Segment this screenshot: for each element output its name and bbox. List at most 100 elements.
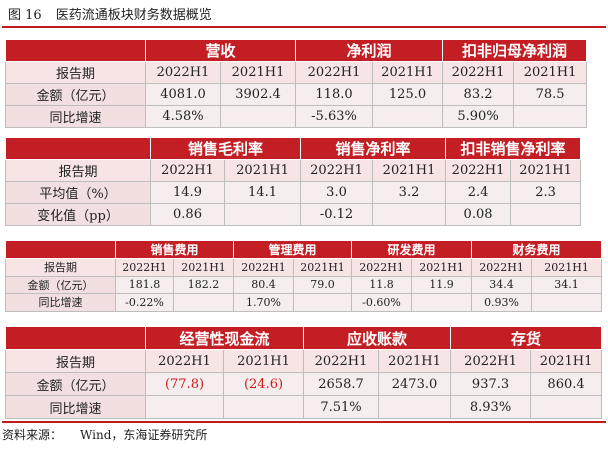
figure-number: 图 16 <box>8 8 42 23</box>
value-cell: 4.58% <box>145 105 221 128</box>
value-cell: 34.4 <box>471 275 533 294</box>
value-cell <box>378 395 452 419</box>
value-cell: 2473.0 <box>378 372 452 396</box>
value-cell: 1.70% <box>233 293 295 312</box>
table-row: 同比增速 7.51% 8.93% <box>5 395 603 419</box>
period-cell: 2021H1 <box>223 159 302 182</box>
period-cell: 2022H1 <box>450 349 532 373</box>
margin-table: 销售毛利率 销售净利率 扣非销售净利率 报告期 2022H1 2021H1 20… <box>5 137 582 226</box>
cashflow-table: 经营性现金流 应收账款 存货 报告期 2022H1 2021H1 2022H1 … <box>5 326 603 419</box>
value-cell: 83.2 <box>442 83 515 106</box>
value-cell: 8.93% <box>450 395 532 419</box>
value-cell: 0.86 <box>150 203 225 226</box>
corner-cell <box>5 240 116 259</box>
value-cell: 14.9 <box>150 181 225 204</box>
value-cell: 118.0 <box>295 83 374 106</box>
value-cell <box>372 105 444 128</box>
period-label: 报告期 <box>5 159 151 182</box>
group-header: 扣非销售净利率 <box>445 137 582 160</box>
corner-cell <box>5 39 146 62</box>
period-cell: 2022H1 <box>300 159 374 182</box>
value-cell: 79.0 <box>293 275 353 294</box>
table-row: 同比增速 4.58% -5.63% 5.90% <box>5 105 588 128</box>
figure-title: 医药流通板块财务数据概览 <box>55 8 212 23</box>
group-header: 营收 <box>144 39 297 62</box>
value-cell <box>145 395 224 419</box>
value-cell <box>219 105 297 128</box>
value-cell: 4081.0 <box>145 83 221 106</box>
period-cell: 2022H1 <box>442 61 515 84</box>
source-value: Wind，东海证券研究所 <box>80 428 208 442</box>
figure-caption: 图 16 医药流通板块财务数据概览 <box>2 4 606 28</box>
group-header: 销售净利率 <box>300 137 447 160</box>
group-header: 销售毛利率 <box>149 137 302 160</box>
value-cell: 34.1 <box>531 275 603 294</box>
value-cell: 182.2 <box>172 275 235 294</box>
value-cell <box>223 203 302 226</box>
group-header: 应收账款 <box>303 326 452 350</box>
value-cell <box>293 293 353 312</box>
value-cell <box>510 203 582 226</box>
value-cell: 0.93% <box>471 293 533 312</box>
period-cell: 2021H1 <box>372 159 447 182</box>
table-row: 金额（亿元） 4081.0 3902.4 118.0 125.0 83.2 78… <box>5 83 588 106</box>
value-cell: 125.0 <box>372 83 444 106</box>
table-row: 同比增速 -0.22% 1.70% -0.60% 0.93% <box>5 293 603 312</box>
row-label: 金额（亿元） <box>5 83 146 106</box>
value-cell <box>530 395 603 419</box>
table-row: 平均值（%） 14.9 14.1 3.0 3.2 2.4 2.3 <box>5 181 582 204</box>
period-label: 报告期 <box>5 258 116 277</box>
value-cell <box>372 203 447 226</box>
value-cell: 11.9 <box>411 275 473 294</box>
value-cell: 7.51% <box>303 395 380 419</box>
value-cell: 80.4 <box>233 275 295 294</box>
table-row: 变化值（pp） 0.86 -0.12 0.08 <box>5 203 582 226</box>
period-cell: 2021H1 <box>378 349 452 373</box>
negative-value-cell: (24.6) <box>222 372 305 396</box>
period-cell: 2022H1 <box>145 61 221 84</box>
period-cell: 2022H1 <box>115 258 174 277</box>
value-cell <box>531 293 603 312</box>
period-cell: 2021H1 <box>531 258 603 277</box>
value-cell: 5.90% <box>442 105 515 128</box>
period-cell: 2021H1 <box>172 258 235 277</box>
value-cell: 181.8 <box>115 275 174 294</box>
group-header: 管理费用 <box>233 240 353 259</box>
value-cell <box>411 293 473 312</box>
row-label: 平均值（%） <box>5 181 151 204</box>
period-cell: 2022H1 <box>471 258 533 277</box>
group-header: 销售费用 <box>114 240 235 259</box>
value-cell: 860.4 <box>530 372 603 396</box>
value-cell: 2.3 <box>510 181 582 204</box>
row-label: 同比增速 <box>5 395 146 419</box>
period-cell: 2021H1 <box>513 61 588 84</box>
period-cell: 2021H1 <box>293 258 353 277</box>
value-cell: 2658.7 <box>303 372 380 396</box>
value-cell <box>222 395 305 419</box>
corner-cell <box>5 326 146 350</box>
period-cell: 2021H1 <box>222 349 305 373</box>
period-label: 报告期 <box>5 349 146 373</box>
value-cell: 2.4 <box>445 181 512 204</box>
value-cell: 3902.4 <box>219 83 297 106</box>
value-cell: 14.1 <box>223 181 302 204</box>
period-cell: 2022H1 <box>303 349 380 373</box>
revenue-profit-table: 营收 净利润 扣非归母净利润 报告期 2022H1 2021H1 2022H1 … <box>5 39 588 128</box>
value-cell: 78.5 <box>513 83 588 106</box>
period-cell: 2021H1 <box>372 61 444 84</box>
group-header: 存货 <box>450 326 603 350</box>
value-cell: -5.63% <box>295 105 374 128</box>
row-label: 同比增速 <box>5 105 146 128</box>
corner-cell <box>5 137 151 160</box>
group-header: 财务费用 <box>471 240 603 259</box>
value-cell: 937.3 <box>450 372 532 396</box>
period-cell: 2021H1 <box>530 349 603 373</box>
value-cell: -0.22% <box>115 293 174 312</box>
group-header: 扣非归母净利润 <box>442 39 588 62</box>
expense-table: 销售费用 管理费用 研发费用 财务费用 报告期 2022H1 2021H1 20… <box>5 240 603 312</box>
period-cell: 2021H1 <box>411 258 473 277</box>
period-cell: 2022H1 <box>351 258 413 277</box>
period-cell: 2021H1 <box>219 61 297 84</box>
period-label: 报告期 <box>5 61 146 84</box>
value-cell: -0.60% <box>351 293 413 312</box>
